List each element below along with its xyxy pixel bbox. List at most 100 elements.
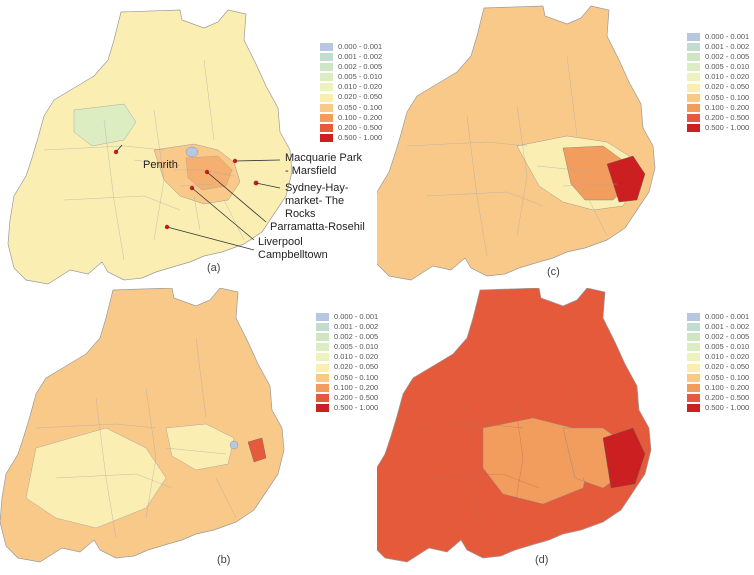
legend-c: 0.000 - 0.001 0.001 - 0.002 0.002 - 0.005 0… [687,32,749,133]
label-macquarie-2: - Marsfield [285,165,336,177]
legend-range-label: 0.001 - 0.002 [705,322,750,332]
legend-item: 0.100 - 0.200 [687,103,749,113]
suburb-patch [73,103,137,147]
legend-range-label: 0.050 - 0.100 [338,102,383,112]
city-labels: Penrith Macquarie Park - Marsfield Sydne… [143,152,365,261]
legend-item: 0.200 - 0.500 [687,113,749,123]
label-liverpool: Liverpool [258,236,303,248]
legend-swatch [320,73,333,82]
region-shape [7,9,293,285]
legend-range-label: 0.500 - 1.000 [705,122,750,132]
legend-range-label: 0.020 - 0.050 [334,362,379,372]
legend-item: 0.010 - 0.020 [687,352,749,362]
legend-swatch [687,33,700,42]
legend-swatch [687,323,700,332]
map-panel-c: 0.000 - 0.001 0.001 - 0.002 0.002 - 0.005 0… [377,0,754,287]
legend-a: 0.000 - 0.001 0.001 - 0.002 0.002 - 0.005 0… [320,42,382,143]
legend-swatch [687,53,700,62]
label-macquarie-1: Macquarie Park [285,152,363,164]
legend-swatch [320,103,333,112]
legend-item: 0.500 - 1.000 [687,403,749,413]
legend-range-label: 0.001 - 0.002 [338,52,383,62]
legend-range-label: 0.020 - 0.050 [705,362,750,372]
legend-swatch [316,383,329,392]
legend-range-label: 0.500 - 1.000 [705,402,750,412]
panel-label-a: (a) [207,262,221,274]
legend-item: 0.001 - 0.002 [687,42,749,52]
legend-item: 0.050 - 0.100 [316,373,378,383]
legend-swatch [687,123,700,132]
legend-swatch [687,363,700,372]
legend-swatch [316,353,329,362]
legend-swatch [316,323,329,332]
legend-item: 0.200 - 0.500 [320,123,382,133]
legend-swatch [320,63,333,72]
legend-swatch [320,123,333,132]
legend-range-label: 0.020 - 0.050 [338,92,383,102]
legend-swatch [687,113,700,122]
legend-item: 0.020 - 0.050 [320,92,382,102]
legend-swatch [320,113,333,122]
legend-item: 0.200 - 0.500 [687,393,749,403]
choropleth-map-c [377,5,656,281]
legend-range-label: 0.010 - 0.020 [338,82,383,92]
legend-range-label: 0.000 - 0.001 [705,32,750,41]
legend-item: 0.010 - 0.020 [687,72,749,82]
cbd-patch [247,437,267,463]
legend-range-label: 0.005 - 0.010 [338,72,383,82]
legend-swatch [316,313,329,322]
legend-range-label: 0.002 - 0.005 [338,62,383,72]
legend-swatch [687,93,700,102]
boundary-lines [35,337,237,539]
cbd-patch [606,155,646,203]
legend-range-label: 0.100 - 0.200 [338,112,383,122]
legend-swatch [320,43,333,52]
legend-item: 0.100 - 0.200 [320,113,382,123]
low-value-patch [185,146,199,158]
legend-item: 0.001 - 0.002 [320,52,382,62]
legend-range-label: 0.002 - 0.005 [334,332,379,342]
legend-item: 0.002 - 0.005 [316,332,378,342]
legend-item: 0.050 - 0.100 [687,93,749,103]
legend-swatch [320,133,333,142]
legend-swatch [320,83,333,92]
suburb-patch [165,423,235,471]
suburb-patch [25,427,167,529]
legend-item: 0.010 - 0.020 [316,352,378,362]
label-penrith: Penrith [143,159,178,171]
cbd-patch [602,427,646,489]
legend-item: 0.005 - 0.010 [320,72,382,82]
legend-item: 0.001 - 0.002 [316,322,378,332]
legend-swatch [687,43,700,52]
legend-range-label: 0.100 - 0.200 [334,382,379,392]
legend-item: 0.200 - 0.500 [316,393,378,403]
legend-item: 0.001 - 0.002 [687,322,749,332]
legend-swatch [687,383,700,392]
legend-range-label: 0.500 - 1.000 [334,402,379,412]
legend-item: 0.050 - 0.100 [687,373,749,383]
choropleth-map-d [377,288,652,563]
legend-range-label: 0.001 - 0.002 [334,322,379,332]
legend-d: 0.000 - 0.001 0.001 - 0.002 0.002 - 0.005 0… [687,312,749,413]
legend-range-label: 0.200 - 0.500 [334,392,379,402]
legend-swatch [320,53,333,62]
leader-lines [115,144,281,251]
legend-b: 0.000 - 0.001 0.001 - 0.002 0.002 - 0.005 0… [316,312,378,413]
legend-swatch [687,343,700,352]
legend-item: 0.100 - 0.200 [316,383,378,393]
legend-item: 0.002 - 0.005 [320,62,382,72]
choropleth-map-b [0,288,285,563]
legend-range-label: 0.001 - 0.002 [705,42,750,52]
suburb-patch [482,417,594,505]
legend-item: 0.000 - 0.001 [320,42,382,52]
legend-swatch [316,373,329,382]
label-sydney-3: Rocks [285,208,316,220]
legend-item: 0.500 - 1.000 [316,403,378,413]
legend-item: 0.020 - 0.050 [316,362,378,372]
legend-swatch [316,363,329,372]
legend-swatch [687,403,700,412]
legend-item: 0.010 - 0.020 [320,82,382,92]
legend-range-label: 0.005 - 0.010 [334,342,379,352]
legend-item: 0.000 - 0.001 [687,32,749,42]
legend-range-label: 0.100 - 0.200 [705,102,750,112]
